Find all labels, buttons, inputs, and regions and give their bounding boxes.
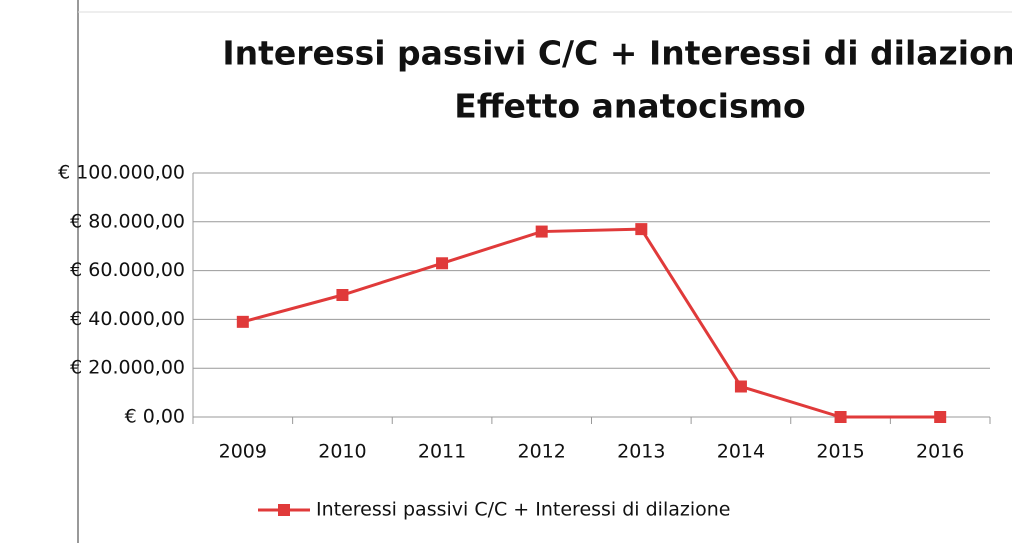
chart-title: Interessi passivi C/C + Interessi di dil… (222, 34, 1012, 73)
point-marker (436, 257, 449, 270)
point-marker (934, 411, 947, 423)
x-tick-label: 2010 (318, 441, 366, 463)
legend-marker (278, 504, 290, 516)
point-marker (635, 223, 648, 236)
x-tick-label: 2012 (518, 441, 566, 463)
y-tick-label: € 0,00 (125, 406, 185, 428)
x-tick-label: 2009 (219, 441, 267, 463)
chart-subtitle: Effetto anatocismo (454, 87, 805, 126)
x-tick-label: 2014 (717, 441, 765, 463)
series-line (242, 227, 941, 419)
point-marker (535, 225, 548, 238)
x-tick-label: 2015 (816, 441, 864, 463)
point-marker (834, 411, 847, 423)
x-tick-label: 2011 (418, 441, 466, 463)
y-tick-label: € 20.000,00 (70, 357, 185, 379)
x-tick-label: 2016 (916, 441, 964, 463)
y-tick-label: € 80.000,00 (70, 210, 185, 232)
point-marker (734, 380, 747, 393)
x-tick-label: 2013 (617, 441, 665, 463)
y-tick-label: € 100.000,00 (58, 162, 185, 184)
point-marker (236, 315, 249, 328)
point-marker (336, 289, 349, 301)
y-tick-label: € 40.000,00 (70, 308, 185, 330)
legend-label: Interessi passivi C/C + Interessi di dil… (316, 499, 731, 521)
y-tick-label: € 60.000,00 (70, 259, 185, 281)
